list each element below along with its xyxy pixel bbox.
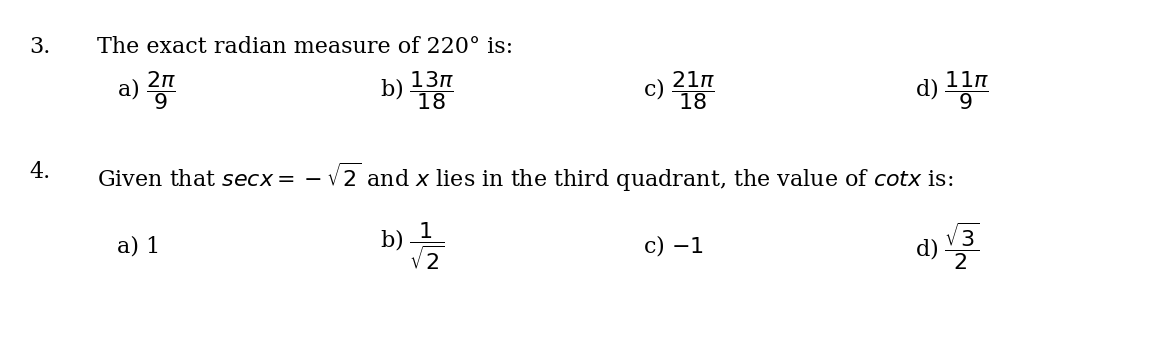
Text: d) $\dfrac{\sqrt{3}}{2}$: d) $\dfrac{\sqrt{3}}{2}$	[915, 220, 979, 272]
Text: a) 1: a) 1	[117, 235, 160, 257]
Text: b) $\dfrac{1}{\sqrt{2}}$: b) $\dfrac{1}{\sqrt{2}}$	[380, 220, 444, 272]
Text: The exact radian measure of 220° is:: The exact radian measure of 220° is:	[98, 36, 513, 58]
Text: c) $-1$: c) $-1$	[642, 234, 704, 258]
Text: b) $\dfrac{13\pi}{18}$: b) $\dfrac{13\pi}{18}$	[380, 70, 454, 112]
Text: 4.: 4.	[29, 161, 50, 183]
Text: 3.: 3.	[29, 36, 50, 58]
Text: a) $\dfrac{2\pi}{9}$: a) $\dfrac{2\pi}{9}$	[117, 70, 176, 112]
Text: d) $\dfrac{11\pi}{9}$: d) $\dfrac{11\pi}{9}$	[915, 70, 990, 112]
Text: c) $\dfrac{21\pi}{18}$: c) $\dfrac{21\pi}{18}$	[642, 70, 715, 112]
Text: Given that $\mathit{sec}x = -\sqrt{2}$ and $x$ lies in the third quadrant, the v: Given that $\mathit{sec}x = -\sqrt{2}$ a…	[98, 161, 954, 194]
